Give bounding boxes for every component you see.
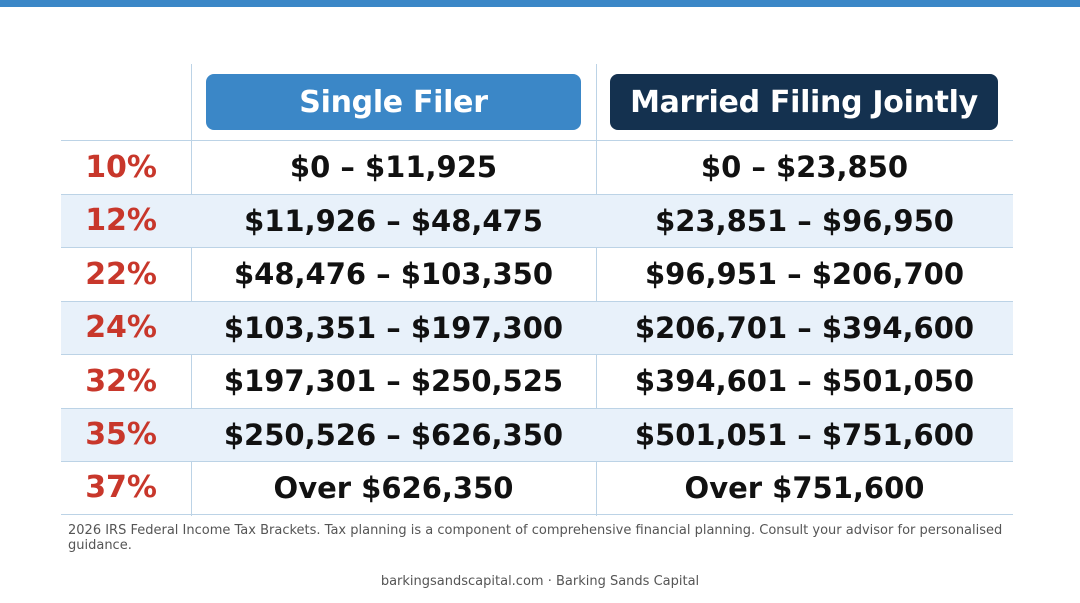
tax-rate: 12% bbox=[85, 203, 157, 239]
married-range: $394,601 – $501,050 bbox=[634, 364, 975, 399]
tax-rate: 37% bbox=[85, 470, 157, 506]
tax-rate: 32% bbox=[85, 363, 157, 399]
married-range: $23,851 – $96,950 bbox=[655, 203, 954, 238]
tax-rate: 10% bbox=[85, 149, 157, 185]
single-range: $250,526 – $626,350 bbox=[223, 417, 564, 452]
married-filing-jointly-header: Married Filing Jointly bbox=[610, 74, 998, 130]
tax-rate: 24% bbox=[85, 310, 157, 346]
married-range: $501,051 – $751,600 bbox=[634, 417, 975, 452]
table-row: 22% $48,476 – $103,350 $96,951 – $206,70… bbox=[61, 247, 1013, 301]
table-row: 12% $11,926 – $48,475 $23,851 – $96,950 bbox=[61, 193, 1013, 247]
table-header-row: Single Filer Married Filing Jointly bbox=[61, 64, 1013, 140]
column-divider bbox=[191, 64, 192, 516]
single-range: $0 – $11,925 bbox=[289, 150, 498, 185]
single-filer-header: Single Filer bbox=[206, 74, 581, 130]
single-range: $48,476 – $103,350 bbox=[233, 257, 554, 292]
table-row: 32% $197,301 – $250,525 $394,601 – $501,… bbox=[61, 354, 1013, 408]
single-range: $103,351 – $197,300 bbox=[223, 310, 564, 345]
single-range: Over $626,350 bbox=[273, 470, 514, 505]
site-credit: barkingsandscapital.com · Barking Sands … bbox=[380, 574, 700, 589]
married-range: $206,701 – $394,600 bbox=[634, 310, 975, 345]
tax-rate: 22% bbox=[85, 256, 157, 292]
married-range: $96,951 – $206,700 bbox=[644, 257, 965, 292]
top-accent-bar bbox=[0, 0, 1080, 7]
table-row: 10% $0 – $11,925 $0 – $23,850 bbox=[61, 140, 1013, 194]
single-range: $11,926 – $48,475 bbox=[244, 203, 543, 238]
married-range: $0 – $23,850 bbox=[700, 150, 909, 185]
table-row: 37% Over $626,350 Over $751,600 bbox=[61, 461, 1013, 515]
single-range: $197,301 – $250,525 bbox=[223, 364, 564, 399]
tax-rate: 35% bbox=[85, 417, 157, 453]
footnote: 2026 IRS Federal Income Tax Brackets. Ta… bbox=[68, 523, 1003, 553]
married-range: Over $751,600 bbox=[684, 470, 925, 505]
table-row: 24% $103,351 – $197,300 $206,701 – $394,… bbox=[61, 300, 1013, 354]
tax-bracket-table: Single Filer Married Filing Jointly 10% … bbox=[61, 64, 1013, 515]
column-divider bbox=[596, 64, 597, 516]
table-row: 35% $250,526 – $626,350 $501,051 – $751,… bbox=[61, 407, 1013, 461]
